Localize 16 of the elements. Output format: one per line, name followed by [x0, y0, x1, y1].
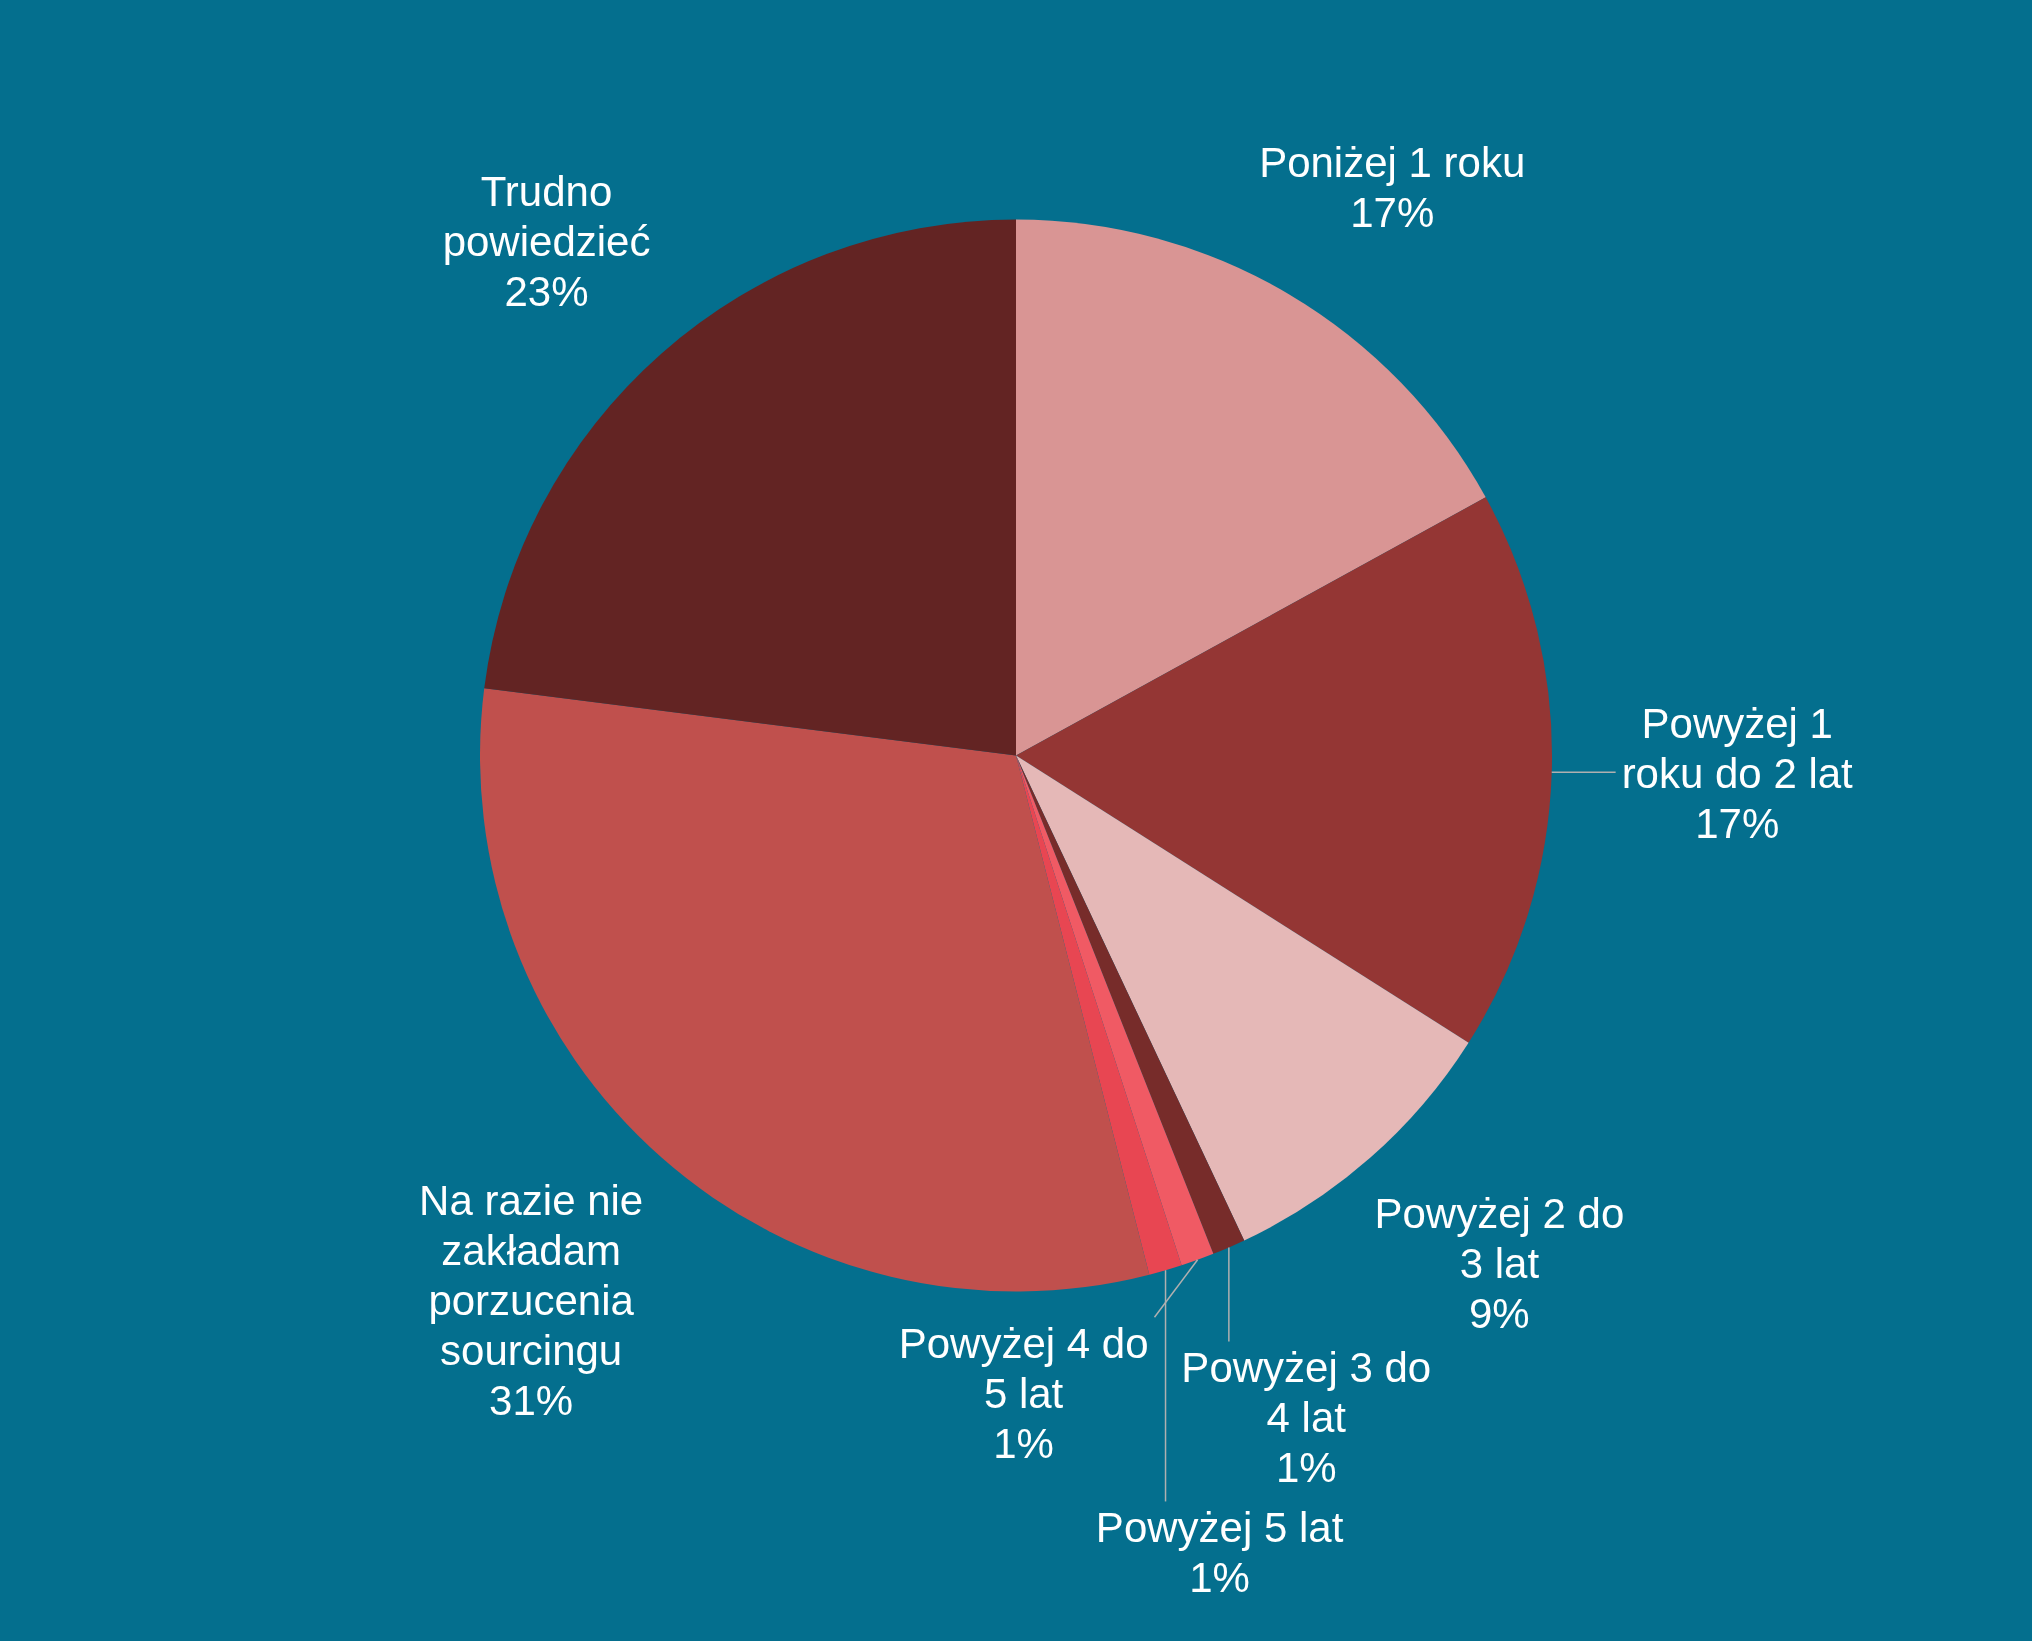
slice-label: Na razie nie zakładam porzucenia sourcingu [419, 1177, 644, 1375]
data-label: 17% [1350, 189, 1435, 237]
data-label: 9% [1469, 1289, 1530, 1337]
slice-label: Powyżej 4 do 5 lat [898, 1319, 1149, 1417]
slice-label: Powyżej 5 lat [1095, 1504, 1344, 1552]
slice-label: Poniżej 1 roku [1259, 139, 1526, 187]
slice-label: Trudno powiedzieć [442, 168, 651, 266]
slice-label: Powyżej 2 do 3 lat [1374, 1189, 1625, 1287]
data-label: 31% [489, 1377, 574, 1425]
data-label: 1% [1275, 1444, 1337, 1492]
slice-label: Powyżej 3 do 4 lat [1181, 1344, 1432, 1442]
data-label: 1% [1189, 1554, 1250, 1602]
data-label: 23% [504, 268, 589, 316]
data-label: 1% [993, 1419, 1054, 1467]
slice-label: Powyżej 1 roku do 2 lat [1621, 700, 1854, 798]
data-label: 17% [1695, 800, 1780, 848]
